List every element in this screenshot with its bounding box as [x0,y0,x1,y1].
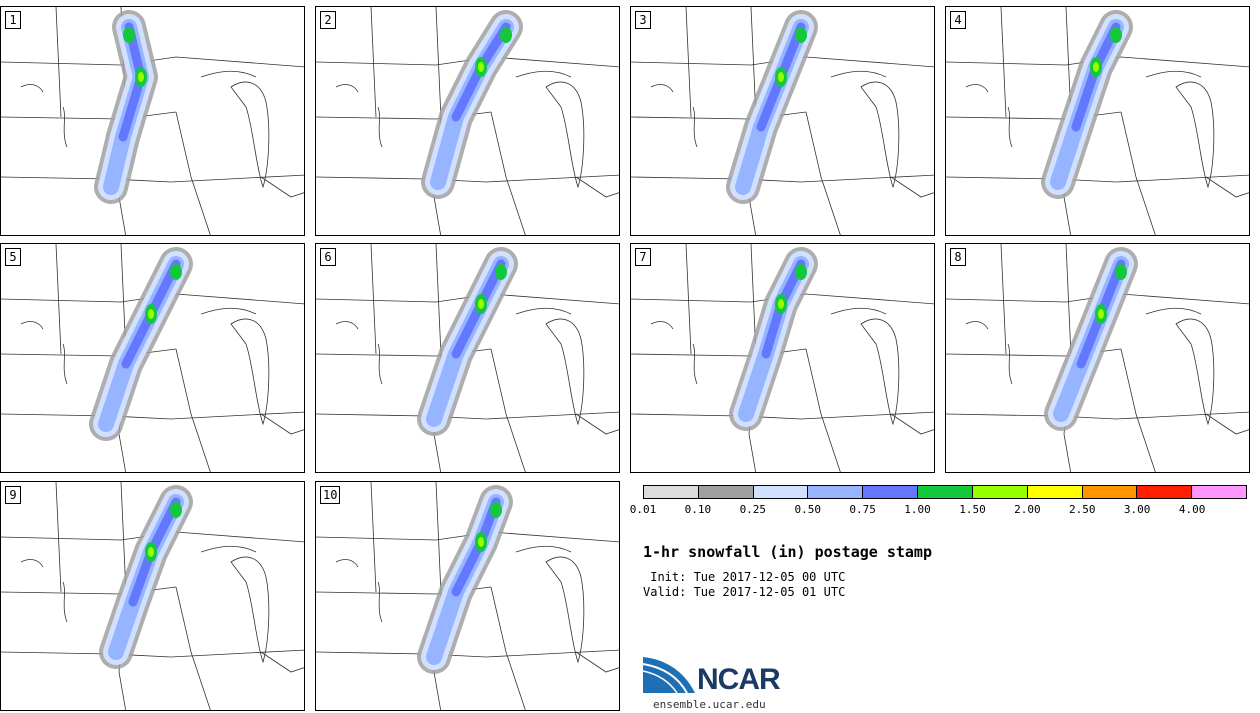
legend-swatch-2 [753,486,809,498]
map-panel-4: 4 [945,6,1250,236]
legend-tick: 0.50 [794,503,821,516]
legend-swatch-1 [698,486,754,498]
panel-label: 7 [635,248,651,266]
map-panel-5: 5 [0,243,305,473]
legend-swatch-9 [1137,486,1193,498]
legend-tick: 0.01 [629,503,657,516]
legend-tick: 2.00 [1014,503,1041,516]
color-legend [643,485,1247,499]
legend-swatch-5 [918,486,973,498]
panel-label: 10 [320,486,341,504]
logo-text: NCAR [697,663,781,696]
legend-tick: 1.00 [904,503,931,516]
legend-swatch-6 [972,486,1028,498]
map-panel-10: 10 [315,481,620,711]
init-time: Init: Tue 2017-12-05 00 UTC [643,570,846,584]
legend-swatch-7 [1027,486,1083,498]
chart-title: 1-hr snowfall (in) postage stamp [643,543,932,561]
legend-tick: 4.00 [1178,503,1206,516]
map-panel-7: 7 [630,243,935,473]
ncar-logo-icon [643,657,695,694]
map-panel-1: 1 [0,6,305,236]
legend-swatch-4 [863,486,919,498]
legend-tick: 0.10 [684,503,712,516]
panel-label: 3 [635,11,651,29]
panel-label: 4 [950,11,966,29]
legend-tick: 0.75 [849,503,876,516]
map-panel-8: 8 [945,243,1250,473]
valid-time: Valid: Tue 2017-12-05 01 UTC [643,585,846,599]
legend-swatch-8 [1082,486,1138,498]
panel-label: 9 [5,486,21,504]
legend-swatch-0 [644,486,699,498]
legend-tick: 3.00 [1123,503,1151,516]
panel-label: 2 [320,11,336,29]
legend-swatch-10 [1192,486,1246,498]
legend-tick: 1.50 [959,503,986,516]
map-panel-2: 2 [315,6,620,236]
panel-label: 8 [950,248,966,266]
panel-label: 6 [320,248,336,266]
map-panel-9: 9 [0,481,305,711]
map-panel-3: 3 [630,6,935,236]
logo-url: ensemble.ucar.edu [653,698,766,711]
legend-swatch-3 [808,486,864,498]
legend-tick: 2.50 [1069,503,1096,516]
panel-label: 5 [5,248,21,266]
map-panel-6: 6 [315,243,620,473]
panel-label: 1 [5,11,21,29]
legend-tick: 0.25 [739,503,767,516]
